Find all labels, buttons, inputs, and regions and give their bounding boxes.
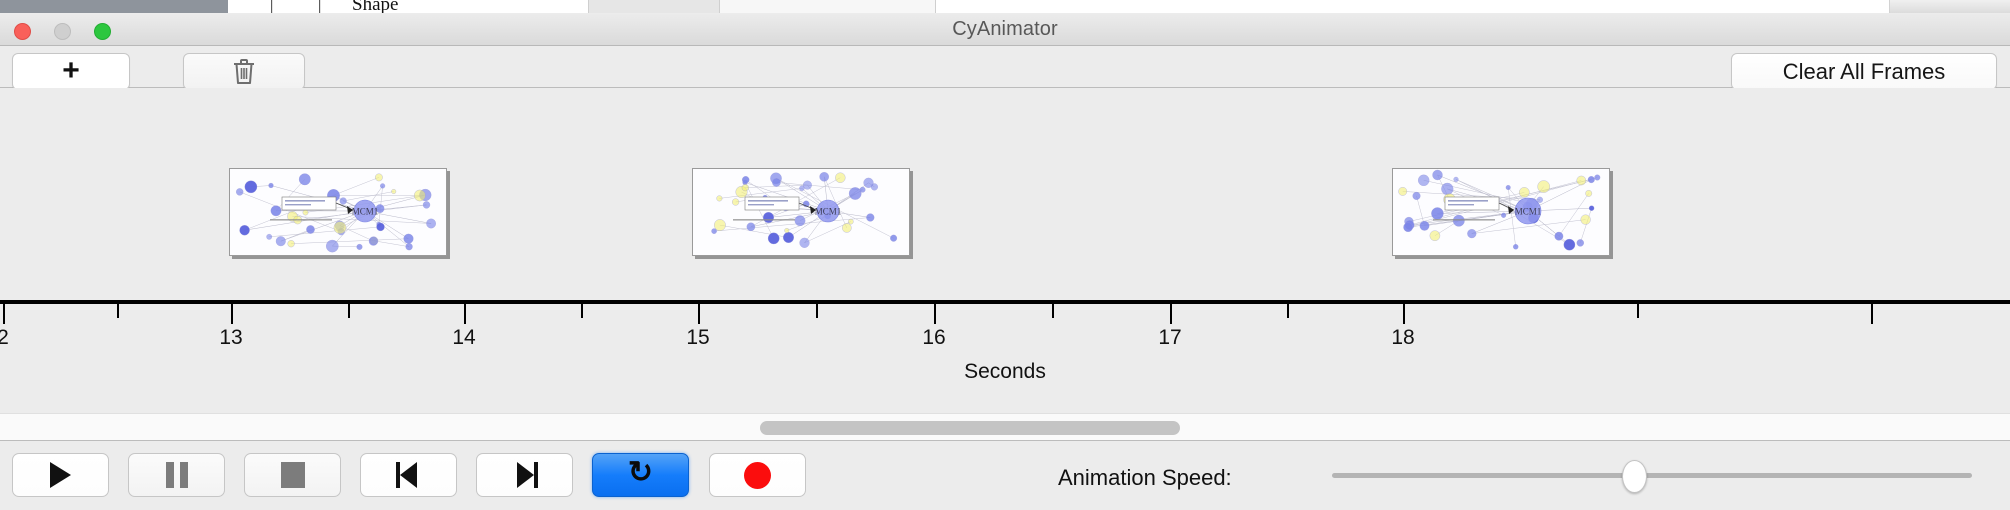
background-cell-c [720,0,936,13]
background-cell-b [589,0,720,13]
horizontal-scrollbar[interactable] [0,413,2010,441]
frame-thumbnail-3[interactable]: MCM1 [1392,168,1610,256]
animation-speed-label: Animation Speed: [1058,465,1232,490]
axis-tick-major [464,304,466,324]
axis-tick-label: 15 [686,326,710,349]
animation-speed-slider[interactable] [1332,460,1972,493]
loop-icon: ↻ [627,456,654,489]
svg-text:MCM1: MCM1 [352,207,379,217]
record-icon [744,461,771,489]
close-icon[interactable] [14,23,31,40]
title-bar: CyAnimator [0,13,2010,46]
record-button[interactable] [709,453,806,497]
axis-tick-major [231,304,233,324]
background-glyph-2: | [318,0,322,13]
play-icon [50,462,71,488]
stop-icon [280,462,305,488]
timeline-axis [0,300,2010,304]
background-cell-a [228,0,589,13]
play-button[interactable] [12,453,109,497]
axis-tick-major [1871,304,1873,324]
clear-all-frames-button[interactable]: Clear All Frames [1731,53,1997,90]
axis-tick-label: 17 [1158,326,1182,349]
skip-back-icon [395,462,422,488]
background-right-bits [1889,0,2010,13]
timeline-panel[interactable]: MCM1 MCM1 MCM1 2 13 14 15 16 17 18 Seconds [0,88,2010,413]
delete-frame-button[interactable] [183,53,305,90]
stop-button[interactable] [244,453,341,497]
axis-tick-label: 2 [0,326,9,349]
background-glyph-1: | [270,0,274,13]
svg-text:MCM1: MCM1 [815,207,842,217]
background-toolbar-dark [0,0,228,13]
axis-tick-minor [348,304,350,318]
trash-icon [234,59,254,84]
scrollbar-thumb[interactable] [760,421,1180,435]
axis-tick-minor [1052,304,1054,318]
axis-tick-major [1170,304,1172,324]
next-button[interactable] [476,453,573,497]
previous-button[interactable] [360,453,457,497]
maximize-icon[interactable] [94,23,111,40]
axis-tick-major [3,304,5,324]
axis-tick-label: 13 [219,326,243,349]
pause-button[interactable] [128,453,225,497]
playback-toolbar: ↻ Animation Speed: [0,441,2010,510]
frame-thumbnail-2[interactable]: MCM1 [692,168,910,256]
axis-tick-major [934,304,936,324]
skip-forward-icon [512,462,538,488]
axis-tick-minor [1287,304,1289,318]
toolbar: + Clear All Frames [0,46,2010,90]
axis-tick-label: 14 [452,326,476,349]
axis-tick-major [698,304,700,324]
page-title: CyAnimator [952,18,1058,40]
plus-icon: + [62,53,80,87]
axis-tick-label: 18 [1391,326,1415,349]
background-cell-d [936,0,2010,13]
slider-thumb[interactable] [1621,460,1647,493]
axis-tick-minor [117,304,119,318]
axis-tick-label: 16 [922,326,946,349]
background-shape-label: Shape [352,0,399,13]
axis-tick-minor [1637,304,1639,318]
frame-thumbnail-1[interactable]: MCM1 [229,168,447,256]
background-window-strip: | | Shape [0,0,2010,13]
axis-tick-minor [581,304,583,318]
svg-text:MCM1: MCM1 [1515,207,1542,217]
pause-icon [165,462,188,488]
add-frame-button[interactable]: + [12,53,130,90]
axis-tick-minor [816,304,818,318]
loop-button[interactable]: ↻ [592,453,689,497]
axis-title: Seconds [964,360,1046,383]
axis-tick-major [1403,304,1405,324]
minimize-icon[interactable] [54,23,71,40]
